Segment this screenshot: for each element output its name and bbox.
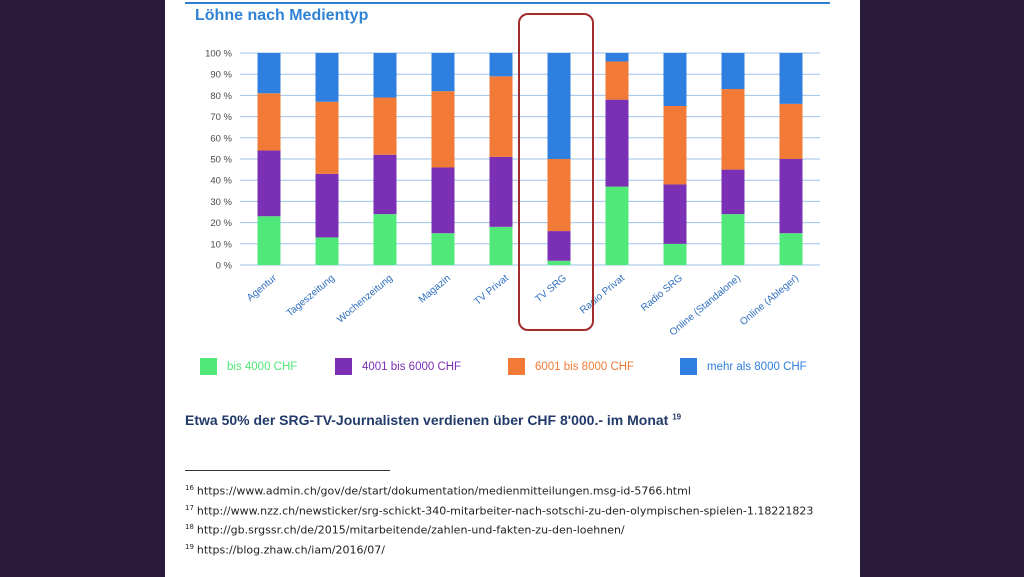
footnote-divider [185,470,390,471]
stacked-bar-chart: 0 % 10 % 20 % 30 % 40 % 50 % 60 % 70 % 80 % 90 % 1… [205,49,820,338]
bar-segment [721,89,745,170]
headline-text: Etwa 50% der SRG-TV-Journalisten verdien… [185,412,669,428]
x-tick-label: Tageszeitung [285,273,337,319]
tv-srg-highlight-frame [518,13,594,331]
bar-segment [257,216,281,265]
x-tick-label: Wochenzeitung [335,273,395,326]
y-tick-label: 40 % [210,176,232,187]
bar-segment [315,53,339,102]
bar-segment [257,93,281,151]
headline: Etwa 50% der SRG-TV-Journalisten verdien… [185,412,681,428]
y-tick-label: 70 % [210,112,232,123]
footnote-link[interactable]: http://www.nzz.ch/newsticker/srg-schickt… [196,504,814,518]
y-tick-label: 20 % [210,218,232,229]
footnote-number: 16 [185,484,194,492]
x-tick-label: Magazin [417,273,453,306]
bar-segment [663,53,687,106]
footnote-number: 17 [185,503,194,512]
bar-segment [315,101,339,174]
bar-segment [547,231,571,261]
footnote-number: 19 [185,542,194,551]
bar-segment [489,156,513,227]
bar-segment [605,99,629,187]
legend-label: 6001 bis 8000 CHF [535,360,635,373]
footnote-link[interactable]: https://blog.zhaw.ch/iam/2016/07/ [196,543,385,557]
x-tick-label: Radio SRG [639,273,685,314]
chart-bars [257,53,803,265]
legend-label: 4001 bis 6000 CHF [362,360,462,373]
x-tick-label: Online (Ableger) [738,273,801,328]
bar-segment [373,154,397,215]
x-tick-label: Agentur [245,272,279,303]
top-rule [185,2,830,4]
legend-label: mehr als 8000 CHF [707,360,807,373]
bar-segment [431,91,455,168]
bar-segment [779,233,803,265]
bar-segment [373,53,397,98]
chart-legend: bis 4000 CHF 4001 bis 6000 CHF 6001 bis … [165,358,860,382]
bar-segment [721,53,745,90]
bar-segment [663,106,687,185]
document-page: Löhne nach Medientyp 0 % 10 % 20 % 30 % 40 %… [165,0,860,577]
bar-segment [779,103,803,159]
y-tick-label: 0 % [216,261,233,272]
legend-swatch [508,358,525,375]
footnotes: 16 https://www.admin.ch/gov/de/start/doku… [185,480,845,559]
bar-segment [547,260,571,265]
y-tick-label: 90 % [210,70,232,81]
y-tick-label: 100 % [205,49,232,60]
bar-segment [373,97,397,155]
bar-segment [547,53,571,159]
legend-swatch [200,358,217,375]
legend-item-series-2: 4001 bis 6000 CHF [335,358,461,375]
legend-item-series-1: bis 4000 CHF [200,358,297,375]
x-tick-label: TV Privat [472,273,511,308]
bar-segment [605,186,629,265]
bar-segment [257,53,281,94]
footnote-link[interactable]: http://gb.srgssr.ch/de/2015/mitarbeitend… [196,523,625,537]
bar-segment [257,150,281,217]
chart-title: Löhne nach Medientyp [195,7,369,24]
bar-segment [489,76,513,157]
y-tick-label: 30 % [210,197,232,208]
bar-segment [663,243,687,265]
bar-segment [721,169,745,215]
legend-swatch [335,358,352,375]
y-tick-label: 80 % [210,91,232,102]
footnote-19: 19 https://blog.zhaw.ch/iam/2016/07/ [185,539,845,559]
legend-item-series-4: mehr als 8000 CHF [680,358,807,375]
bar-segment [489,226,513,265]
legend-swatch [680,358,697,375]
footnote-number: 18 [185,523,194,532]
bar-segment [489,53,513,77]
headline-footnote-ref: 19 [672,412,682,422]
bar-segment [779,159,803,234]
footnote-17: 17 http://www.nzz.ch/newsticker/srg-schic… [185,500,845,520]
bar-segment [315,237,339,265]
y-axis-ticks: 0 % 10 % 20 % 30 % 40 % 50 % 60 % 70 % 80 % 90 % 1… [205,49,232,272]
legend-item-series-3: 6001 bis 8000 CHF [508,358,634,375]
bar-segment [315,173,339,238]
bar-segment [721,214,745,265]
bar-segment [547,159,571,232]
bar-segment [663,184,687,244]
bar-segment [373,214,397,265]
y-tick-label: 50 % [210,155,232,166]
legend-label: bis 4000 CHF [227,360,298,373]
bar-segment [779,53,803,104]
footnote-16: 16 https://www.admin.ch/gov/de/start/doku… [185,480,845,500]
y-tick-label: 10 % [210,239,232,250]
bar-segment [431,167,455,234]
bar-segment [605,53,629,62]
bar-segment [431,233,455,265]
bar-segment [605,61,629,100]
footnote-18: 18 http://gb.srgssr.ch/de/2015/mitarbeite… [185,519,845,539]
y-tick-label: 60 % [210,133,232,144]
bar-segment [431,53,455,92]
footnote-link[interactable]: https://www.admin.ch/gov/de/start/dokume… [196,484,691,498]
